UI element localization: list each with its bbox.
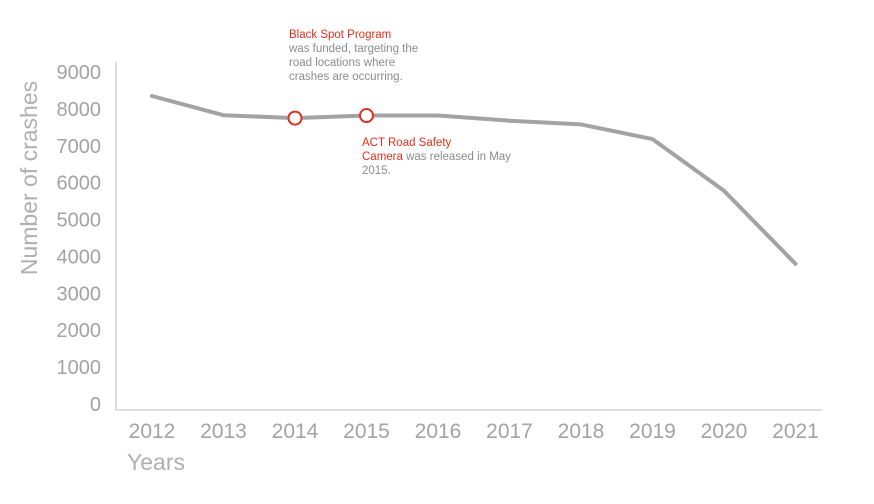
y-tick-label: 3000 <box>57 283 102 305</box>
x-tick-label: 2017 <box>486 420 533 443</box>
x-tick-label: 2021 <box>772 420 819 443</box>
annotation-black-spot-text: was funded, targeting the road locations… <box>289 43 419 83</box>
x-tick-label: 2015 <box>343 420 390 443</box>
y-tick-label: 6000 <box>57 173 102 195</box>
y-tick-label: 5000 <box>57 210 102 232</box>
x-tick-label: 2018 <box>558 420 605 443</box>
y-tick-label: 9000 <box>57 62 102 84</box>
y-axis-title: Number of crashes <box>16 81 42 275</box>
y-tick-label: 0 <box>90 394 101 416</box>
x-tick-label: 2012 <box>129 420 176 443</box>
x-tick-label: 2013 <box>200 420 247 443</box>
y-tick-label: 8000 <box>57 99 102 121</box>
x-tick-label: 2019 <box>629 420 676 443</box>
y-tick-label: 4000 <box>57 246 102 268</box>
highlight-point-2014 <box>287 110 303 126</box>
x-tick-label: 2020 <box>701 420 748 443</box>
highlight-point-2015 <box>359 108 374 124</box>
annotation-black-spot: Black Spot Program was funded, targeting… <box>289 28 429 84</box>
x-tick-label: 2016 <box>415 420 462 443</box>
annotation-road-safety-camera: ACT Road Safety Camera was released in M… <box>362 136 512 178</box>
x-tick-label: 2014 <box>272 420 319 443</box>
annotation-camera-highlight-line1: ACT Road Safety <box>362 137 452 149</box>
x-axis-title: Years <box>127 449 185 475</box>
series-line <box>150 94 798 266</box>
annotation-black-spot-highlight: Black Spot Program <box>289 29 392 41</box>
annotation-camera-highlight-line2: Camera <box>362 151 403 163</box>
y-tick-label: 2000 <box>57 320 102 342</box>
annotation-camera-text: was released in May 2015. <box>362 151 511 177</box>
y-tick-label: 1000 <box>57 357 102 379</box>
y-tick-label: 7000 <box>57 136 102 158</box>
